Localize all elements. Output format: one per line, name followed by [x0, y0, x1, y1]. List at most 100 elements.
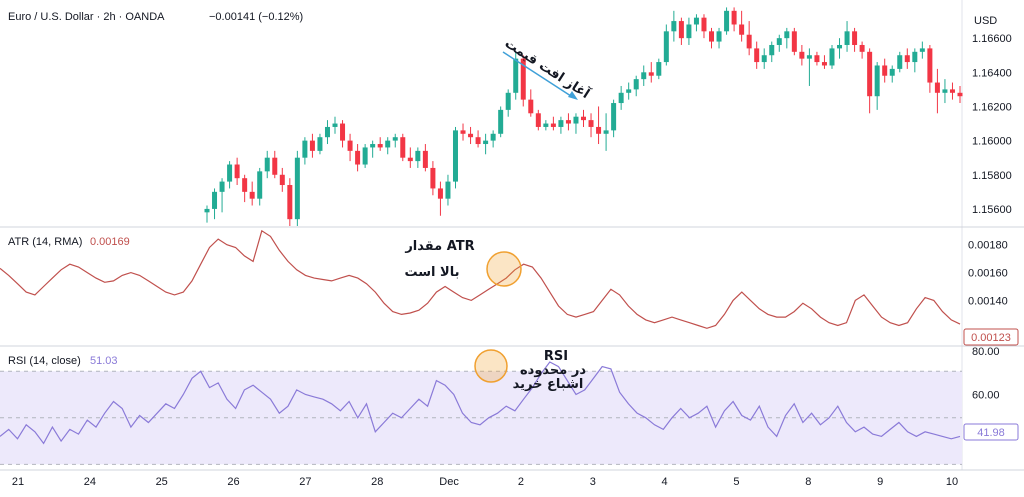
candle [618, 85, 624, 110]
svg-text:RSI: RSI [544, 349, 568, 364]
candle [806, 48, 812, 86]
candle [949, 82, 955, 100]
candle [219, 178, 225, 213]
candle [724, 7, 730, 35]
candle [445, 174, 451, 206]
candle [867, 48, 873, 114]
candle [407, 147, 413, 168]
candle [829, 44, 835, 69]
time-tick-label: 24 [84, 476, 96, 488]
candle [957, 85, 963, 104]
candle [889, 65, 895, 83]
candle [227, 161, 233, 189]
candle [422, 144, 428, 172]
candle [287, 178, 293, 226]
candle [739, 10, 745, 42]
candle [746, 21, 752, 56]
candle [264, 150, 270, 179]
rsi-line [0, 361, 961, 445]
candle [648, 62, 654, 83]
candle [859, 41, 865, 59]
time-tick-label: Dec [439, 476, 459, 488]
candle [324, 120, 330, 145]
candle [919, 41, 925, 59]
price-tick-label: 1.15800 [972, 170, 1012, 182]
rsi-legend-value: 51.03 [90, 355, 118, 367]
candle [543, 120, 549, 131]
candle [581, 109, 586, 127]
candlestick-series [204, 7, 963, 226]
candle [776, 34, 782, 52]
candle [716, 27, 722, 49]
price-axis-ticks: 1.16600 1.16400 1.16200 1.16000 1.15800 1.156… [968, 33, 1012, 401]
candle [791, 27, 797, 56]
time-tick-label: 5 [733, 476, 739, 488]
candle [309, 133, 315, 158]
candle [821, 55, 827, 69]
time-tick-label: 21 [12, 476, 24, 488]
candle [528, 89, 534, 117]
candle [535, 109, 541, 131]
svg-text:در محدوده: در محدوده [520, 363, 586, 378]
time-tick-label: 25 [156, 476, 168, 488]
time-tick-label: 8 [805, 476, 811, 488]
candle [347, 133, 353, 162]
candle [355, 144, 361, 172]
time-axis-ticks: 21 24 25 26 27 28 Dec 2 3 4 5 8 9 10 [12, 476, 958, 488]
candle [678, 17, 684, 45]
chart-title: Euro / U.S. Dollar · 2h · OANDA [8, 11, 165, 23]
candle [332, 116, 338, 134]
candle [904, 48, 910, 69]
candle [520, 55, 526, 107]
atr-tick-label: 0.00180 [968, 240, 1008, 252]
candle [204, 205, 210, 223]
candle [279, 167, 285, 192]
candle [483, 133, 489, 155]
atr-annotation: مقدار ATR بالا است [404, 239, 522, 287]
candle [761, 48, 767, 69]
candle [633, 75, 639, 97]
candle [671, 10, 677, 42]
time-tick-label: 27 [299, 476, 311, 488]
time-tick-label: 10 [946, 476, 958, 488]
candle [505, 89, 511, 117]
rsi-series [0, 361, 961, 445]
candle [340, 120, 346, 148]
candle [588, 113, 594, 138]
price-tick-label: 1.16200 [972, 101, 1012, 113]
candle [249, 181, 255, 206]
candle [212, 188, 218, 220]
candle [882, 58, 888, 83]
candle [558, 116, 564, 134]
candle [731, 7, 737, 32]
candle [370, 140, 376, 158]
candle [317, 133, 323, 155]
price-tick-label: 1.16000 [972, 136, 1012, 148]
candle [663, 24, 669, 66]
atr-current-label: 0.00123 [963, 328, 1019, 346]
time-tick-label: 2 [518, 476, 524, 488]
atr-legend-value: 0.00169 [90, 236, 130, 248]
rsi-tick-label: 80.00 [972, 346, 1000, 358]
candle [693, 14, 699, 32]
candle [927, 44, 933, 93]
time-tick-label: 9 [877, 476, 883, 488]
candle [362, 144, 368, 168]
atr-series [0, 229, 961, 329]
price-tick-label: 1.16400 [972, 67, 1012, 79]
atr-tick-label: 0.00140 [968, 295, 1008, 307]
price-tick-label: 1.16600 [972, 33, 1012, 45]
atr-highlight-circle [486, 251, 522, 287]
candle [934, 68, 940, 114]
candle [874, 62, 880, 110]
candle [852, 27, 858, 52]
candle [626, 82, 632, 100]
atr-legend-title: ATR (14, RMA) [8, 236, 82, 248]
candle [754, 41, 760, 69]
candle [294, 150, 300, 226]
time-tick-label: 4 [662, 476, 668, 488]
rsi-overbought-oversold-band [0, 370, 962, 465]
candle [257, 167, 263, 206]
candle [596, 106, 602, 145]
rsi-current-label: 41.98 [963, 423, 1019, 441]
